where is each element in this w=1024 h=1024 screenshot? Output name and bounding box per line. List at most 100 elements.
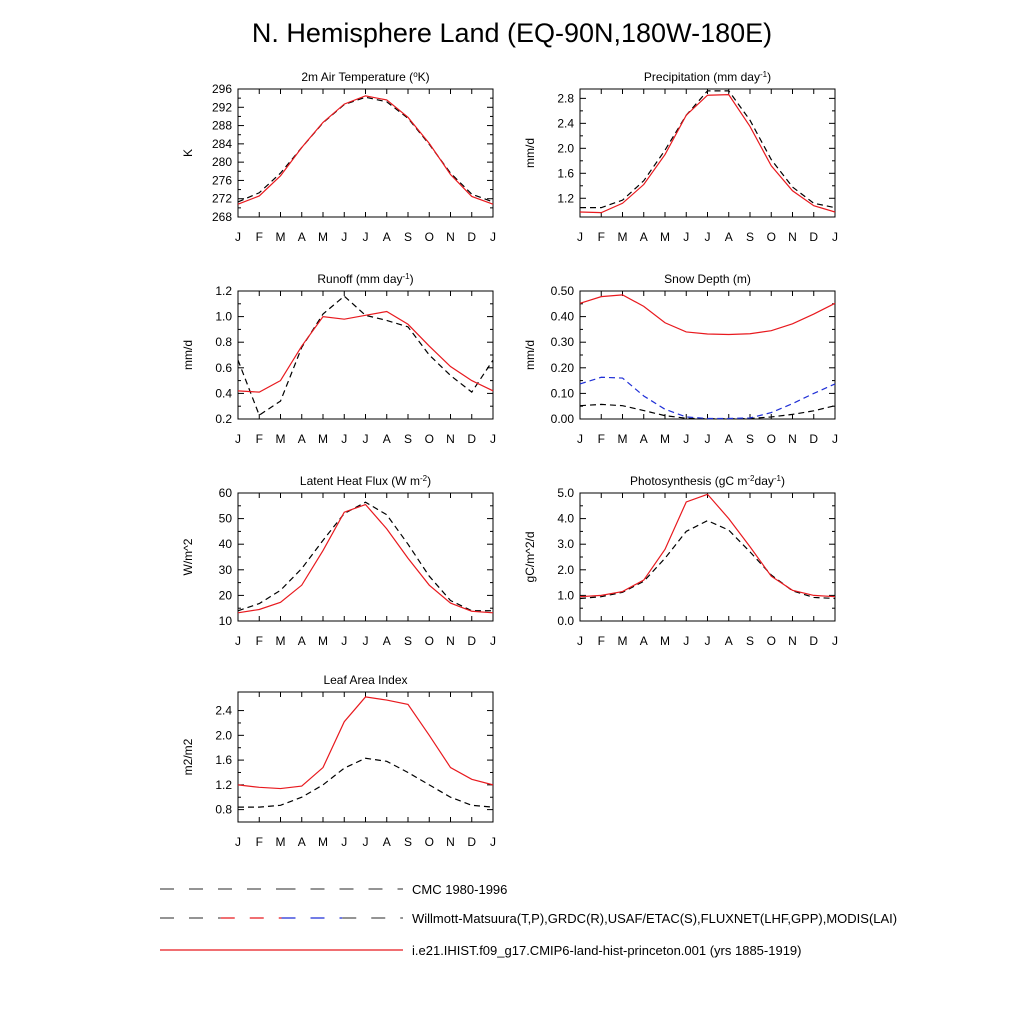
x-tick-label: M <box>276 835 286 849</box>
series-line-1 <box>579 403 836 420</box>
panel-title: Latent Heat Flux (W m-2) <box>300 474 431 489</box>
x-tick-label: O <box>767 230 776 244</box>
y-tick-label: 276 <box>212 173 232 187</box>
legend: CMC 1980-1996 Willmott-Matsuura(T,P),GRDC… <box>160 882 897 958</box>
series-line-1 <box>237 501 493 612</box>
x-tick-label: M <box>276 634 286 648</box>
x-tick-label: J <box>683 230 689 244</box>
x-tick-label: O <box>767 634 776 648</box>
panel-4: J F M A M J J A S O N D J0.000.100.200.300.400.50mm/… <box>523 272 838 446</box>
series-line-2 <box>237 95 494 205</box>
panel-2: J F M A M J J A S O N D J1.21.62.02.42.8mm/dPrecipit… <box>523 70 838 245</box>
plot-frame <box>237 492 494 622</box>
x-tick-label: S <box>404 634 412 648</box>
y-tick-label: 0.0 <box>557 614 574 628</box>
x-tick-label: M <box>618 432 628 446</box>
y-tick-label: 0.50 <box>551 284 575 298</box>
x-tick-label: S <box>746 230 754 244</box>
y-tick-label: 2.0 <box>557 563 574 577</box>
y-tick-label: 5.0 <box>557 486 574 500</box>
y-tick-label: 2.4 <box>215 704 232 718</box>
x-tick-label: J <box>341 432 347 446</box>
x-tick-label: N <box>788 432 797 446</box>
x-tick-label: J <box>490 432 496 446</box>
x-tick-label: M <box>276 230 286 244</box>
y-tick-label: 0.40 <box>551 310 575 324</box>
x-tick-label: O <box>425 230 434 244</box>
x-tick-label: A <box>298 835 306 849</box>
y-axis-label: m2/m2 <box>181 738 195 775</box>
y-tick-label: 0.2 <box>215 412 232 426</box>
x-tick-label: M <box>318 432 328 446</box>
x-tick-label: N <box>446 634 455 648</box>
y-axis-label: mm/d <box>181 340 195 370</box>
x-tick-label: D <box>467 835 476 849</box>
y-tick-label: 50 <box>219 512 233 526</box>
panel-title: Photosynthesis (gC m-2day-1) <box>630 474 785 489</box>
x-tick-label: M <box>618 230 628 244</box>
plot-frame <box>237 88 494 218</box>
x-tick-label: J <box>235 835 241 849</box>
panel-title: Snow Depth (m) <box>664 272 751 286</box>
x-tick-label: D <box>467 634 476 648</box>
y-tick-label: 60 <box>219 486 233 500</box>
x-tick-label: F <box>256 230 263 244</box>
x-tick-label: A <box>640 634 648 648</box>
y-tick-label: 1.2 <box>557 191 574 205</box>
x-tick-label: M <box>660 230 670 244</box>
panel-3: J F M A M J J A S O N D J0.20.40.60.81.01.2mm/dRunof… <box>181 272 496 447</box>
x-tick-label: M <box>318 835 328 849</box>
x-tick-label: N <box>446 432 455 446</box>
x-tick-label: D <box>809 230 818 244</box>
series-line-2 <box>237 696 494 790</box>
plot-frame <box>579 88 836 218</box>
y-tick-label: 0.00 <box>551 412 575 426</box>
x-tick-label: M <box>660 634 670 648</box>
y-tick-label: 2.4 <box>557 116 574 130</box>
x-tick-label: D <box>809 634 818 648</box>
x-tick-label: A <box>640 230 648 244</box>
y-tick-label: 20 <box>219 588 233 602</box>
y-tick-label: 272 <box>212 192 232 206</box>
x-tick-label: J <box>341 835 347 849</box>
x-tick-label: J <box>683 634 689 648</box>
x-tick-label: A <box>383 432 391 446</box>
legend-label: i.e21.IHIST.f09_g17.CMIP6-land-hist-prin… <box>412 943 802 958</box>
series-line-2 <box>579 376 836 420</box>
x-tick-label: A <box>298 432 306 446</box>
x-tick-label: O <box>767 432 776 446</box>
series-line-1 <box>579 519 836 600</box>
x-tick-label: D <box>467 432 476 446</box>
series-line-2 <box>237 503 494 614</box>
x-tick-label: S <box>746 432 754 446</box>
y-tick-label: 2.8 <box>557 91 574 105</box>
y-tick-label: 1.0 <box>557 588 574 602</box>
y-tick-label: 0.10 <box>551 386 575 400</box>
x-tick-label: J <box>363 634 369 648</box>
x-tick-label: J <box>363 230 369 244</box>
x-tick-label: J <box>490 634 496 648</box>
x-tick-label: M <box>618 634 628 648</box>
x-tick-label: A <box>298 230 306 244</box>
x-tick-label: N <box>788 230 797 244</box>
plot-frame <box>237 691 494 823</box>
x-tick-label: F <box>598 432 605 446</box>
x-tick-label: S <box>746 634 754 648</box>
y-tick-label: 0.6 <box>215 361 232 375</box>
x-tick-label: J <box>705 634 711 648</box>
x-tick-label: F <box>598 230 605 244</box>
plot-frame <box>579 492 836 622</box>
x-tick-label: S <box>404 230 412 244</box>
x-tick-label: F <box>256 835 263 849</box>
y-axis-label: mm/d <box>523 138 537 168</box>
panel-title: Runoff (mm day-1) <box>317 272 413 287</box>
x-tick-label: A <box>298 634 306 648</box>
x-tick-label: O <box>425 432 434 446</box>
x-tick-label: J <box>363 835 369 849</box>
x-tick-label: J <box>341 634 347 648</box>
x-tick-label: A <box>383 230 391 244</box>
y-axis-label: mm/d <box>523 340 537 370</box>
series-line-1 <box>580 90 836 209</box>
x-tick-label: A <box>383 835 391 849</box>
